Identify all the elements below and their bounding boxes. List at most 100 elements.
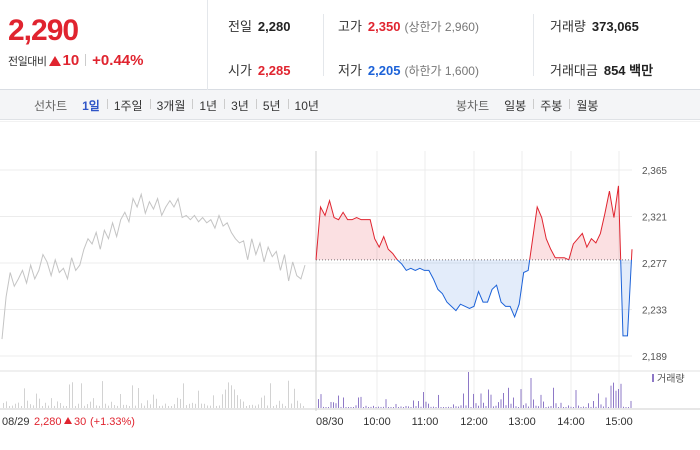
volume-bar	[423, 392, 424, 408]
volume-bar	[588, 403, 589, 408]
volume-bar	[598, 393, 599, 408]
tab-daily-candle[interactable]: 일봉	[504, 98, 527, 113]
volume-bar	[72, 382, 73, 408]
volume-bar	[120, 393, 121, 408]
tab-3years[interactable]: 3년	[224, 97, 256, 114]
volume-bar	[165, 403, 166, 408]
volume-bar	[478, 405, 479, 408]
volume-bar	[323, 406, 324, 408]
volume-cell: 거래량 373,065	[550, 16, 639, 35]
volume-bar	[558, 406, 559, 408]
volume-bar	[108, 405, 109, 408]
volume-bar	[27, 400, 28, 408]
tab-1week[interactable]: 1주일	[106, 97, 150, 114]
volume-bar	[45, 402, 46, 408]
volume-bar	[623, 406, 624, 408]
volume-bar	[237, 395, 238, 408]
candle-chart-label: 봉차트	[456, 98, 490, 113]
prev-day-date: 08/29	[2, 416, 30, 428]
volume-bar	[438, 394, 439, 408]
volume-bar	[36, 393, 37, 408]
volume-bar	[453, 404, 454, 408]
volume-bar	[30, 404, 31, 408]
amount-cell: 거래대금 854 백만	[550, 60, 653, 79]
tab-weekly-candle[interactable]: 주봉	[533, 97, 569, 114]
volume-bar	[368, 406, 369, 408]
volume-bar	[613, 382, 614, 408]
volume-bar	[358, 397, 359, 408]
volume-bar	[365, 405, 367, 408]
volume-bar	[603, 406, 604, 408]
volume-bar	[563, 406, 564, 408]
volume-bar	[403, 406, 404, 408]
prev-day-series	[1, 192, 306, 340]
volume-bar	[270, 383, 271, 408]
volume-bar	[513, 397, 514, 408]
volume-bar	[395, 403, 397, 408]
line-chart-label: 선차트	[34, 98, 68, 113]
tab-1day[interactable]: 1일	[82, 98, 100, 113]
volume-bar	[261, 397, 262, 408]
volume-bar	[219, 405, 220, 408]
tab-1year[interactable]: 1년	[192, 97, 224, 114]
tab-10years[interactable]: 10년	[287, 97, 326, 114]
x-tick-label: 14:00	[557, 416, 585, 428]
volume-bar	[153, 394, 154, 408]
tab-5years[interactable]: 5년	[255, 97, 288, 114]
volume-bar	[57, 401, 58, 408]
prev-close-cell: 전일 2,280	[228, 16, 290, 35]
volume-bar	[162, 405, 163, 408]
volume-bar	[340, 406, 342, 408]
volume-bar	[373, 405, 374, 408]
volume-bar	[21, 405, 22, 408]
volume-bar	[498, 402, 499, 408]
volume-bar	[600, 404, 602, 408]
volume-bar	[84, 405, 85, 408]
volume-bar	[195, 403, 196, 408]
volume-bar	[620, 383, 622, 408]
volume-bar	[294, 388, 295, 408]
y-tick-label: 2,189	[642, 352, 667, 363]
volume-bar	[515, 406, 517, 408]
volume-bar	[258, 404, 259, 408]
volume-bar	[490, 394, 492, 408]
volume-bar	[615, 390, 617, 408]
volume-bar	[470, 406, 472, 408]
tab-3months[interactable]: 3개월	[149, 97, 193, 114]
chart-grid	[0, 121, 700, 411]
volume-bar	[565, 406, 567, 408]
volume-bar	[388, 406, 389, 408]
volume-bar	[240, 399, 241, 408]
volume-bar	[540, 394, 542, 408]
volume-bar	[156, 398, 157, 408]
volume-bar	[530, 378, 532, 408]
volume-bar	[465, 405, 467, 408]
volume-bar	[117, 405, 118, 408]
volume-bar	[483, 402, 484, 408]
divider	[323, 14, 324, 76]
high-value: 2,350	[367, 19, 401, 34]
tab-monthly-candle[interactable]: 월봉	[569, 97, 605, 114]
price-chart: 거래량 2,365 2,321 2,277 2,233 2,189 10:00 11:00…	[0, 121, 700, 428]
volume-bar	[138, 388, 139, 408]
low-label: 저가	[338, 63, 362, 78]
volume-bar	[78, 403, 79, 408]
volume-bar	[583, 406, 584, 408]
volume-bar	[418, 401, 419, 408]
volume-bar	[168, 405, 169, 408]
volume-bar	[90, 401, 91, 408]
volume-bar	[378, 406, 379, 408]
volume-bar	[330, 402, 332, 408]
volume-bar	[171, 405, 172, 408]
volume-bar	[18, 402, 19, 408]
volume-bar	[42, 405, 43, 408]
volume-bar	[533, 399, 534, 408]
volume-bar	[545, 406, 547, 408]
volume-bar	[553, 387, 554, 408]
volume-bar	[213, 395, 214, 408]
volume-bar	[520, 389, 522, 408]
volume-bar	[177, 397, 178, 408]
volume-bar	[405, 405, 407, 408]
volume-bar	[408, 406, 409, 408]
volume-bar	[33, 405, 34, 408]
